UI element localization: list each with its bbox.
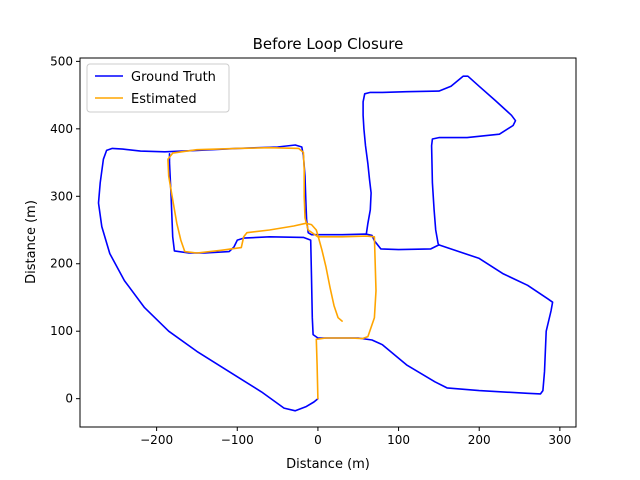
legend-label-estimated: Estimated [131,92,197,107]
legend: Ground Truth Estimated [86,63,230,113]
x-tick-label: −100 [221,433,254,447]
x-tick-label: 0 [314,433,322,447]
y-tick-label: 200 [50,257,73,271]
legend-label-ground-truth: Ground Truth [131,70,216,85]
x-tick-label: 200 [468,433,491,447]
x-axis-ticks: −200 −100 0 100 200 300 [140,427,571,447]
x-tick-label: 300 [548,433,571,447]
y-tick-label: 0 [65,392,73,406]
y-tick-label: 500 [50,54,73,68]
plot-frame [79,57,577,428]
chart-title: Before Loop Closure [253,35,404,53]
series-line-segment-1 [362,75,517,246]
series-line-ground-truth [97,144,554,412]
x-tick-label: 100 [387,433,410,447]
plot-lines [97,75,554,412]
y-tick-label: 400 [50,122,73,136]
series-line-estimated [167,146,377,400]
x-tick-label: −200 [140,433,173,447]
y-axis-ticks: 0 100 200 300 400 500 [50,54,80,406]
x-axis-label: Distance (m) [286,457,370,472]
y-axis-label: Distance (m) [24,200,39,284]
y-tick-label: 300 [50,189,73,203]
y-tick-label: 100 [50,324,73,338]
